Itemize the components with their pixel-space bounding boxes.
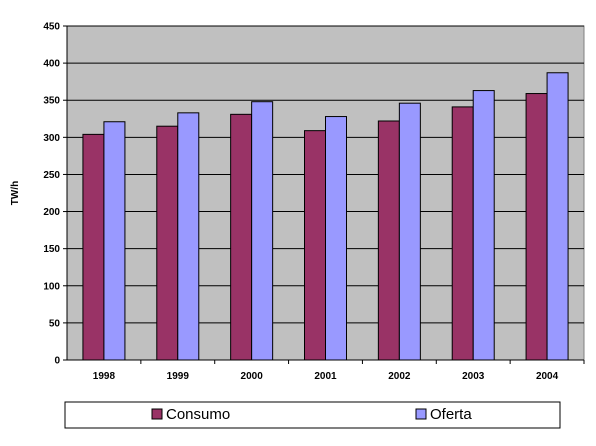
y-tick-labels: 0 50 100 150 200 250 300 350 400 450: [43, 22, 67, 367]
bar-oferta-2003: [472, 90, 495, 361]
y-tick-label: 150: [43, 244, 60, 255]
x-tick-label: 2002: [388, 371, 411, 382]
x-tick-label: 1999: [167, 371, 190, 382]
x-tick-label: 2003: [462, 371, 485, 382]
y-tick-label: 200: [43, 207, 60, 218]
legend-swatch-oferta: [415, 408, 427, 420]
bar-consumo-1998: [82, 133, 105, 361]
legend-label-oferta: Oferta: [430, 406, 472, 423]
x-tick-label: 2004: [536, 371, 559, 382]
x-tick-labels: 1998 1999 2000 2001 2002 2003 2004: [93, 360, 585, 382]
bar-consumo-2000: [230, 113, 253, 361]
axes: [66, 26, 584, 361]
legend-label-consumo: Consumo: [166, 406, 230, 423]
bar-oferta-1999: [177, 112, 200, 361]
x-tick-label: 1998: [93, 371, 116, 382]
y-tick-label: 100: [43, 281, 60, 292]
y-axis-title: TW/h: [10, 181, 21, 205]
bar-consumo-2002: [377, 120, 400, 361]
y-tick-label: 250: [43, 170, 60, 181]
y-tick-label: 350: [43, 96, 60, 107]
bar-oferta-2002: [398, 102, 421, 361]
bar-consumo-2004: [525, 93, 548, 361]
bar-consumo-1999: [156, 125, 179, 361]
x-tick-label: 2001: [314, 371, 337, 382]
legend: Consumo Oferta: [64, 401, 561, 429]
y-tick-label: 50: [49, 318, 61, 329]
y-tick-label: 300: [43, 133, 60, 144]
x-tick-label: 2000: [241, 371, 264, 382]
legend-box: [64, 401, 561, 429]
bar-oferta-2004: [546, 72, 569, 361]
bar-consumo-2003: [451, 106, 474, 361]
bars: [82, 72, 569, 361]
bar-oferta-2000: [251, 101, 274, 361]
legend-swatch-consumo: [151, 408, 163, 420]
y-tick-label: 0: [54, 356, 60, 367]
y-tick-label: 400: [43, 59, 60, 70]
y-tick-label: 450: [43, 22, 60, 33]
bar-consumo-2001: [304, 130, 326, 361]
bar-oferta-1998: [103, 121, 126, 361]
bar-oferta-2001: [325, 116, 347, 361]
